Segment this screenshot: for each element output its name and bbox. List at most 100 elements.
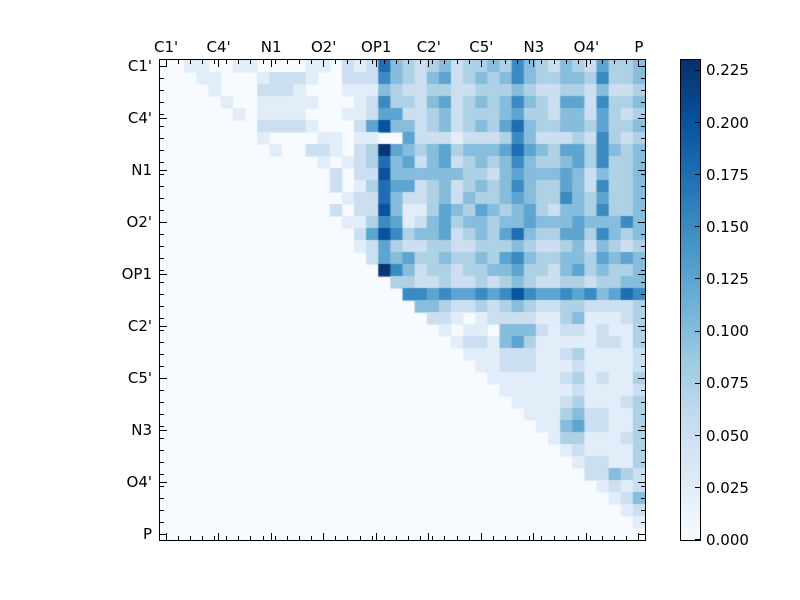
y-tick-label: C2': [127, 317, 152, 335]
tick-mark: [589, 59, 591, 64]
tick-mark: [218, 59, 220, 67]
tick-mark: [640, 89, 645, 91]
tick-mark: [640, 389, 645, 391]
tick-mark: [375, 59, 377, 67]
tick-mark: [159, 353, 164, 355]
tick-mark: [214, 535, 216, 540]
x-tick-label: O2': [310, 38, 337, 56]
tick-mark: [201, 535, 203, 540]
tick-mark: [159, 521, 164, 523]
tick-mark: [640, 161, 645, 163]
colorbar-tick-mark: [694, 487, 700, 489]
tick-mark: [553, 59, 555, 64]
tick-mark: [159, 113, 164, 115]
tick-mark: [626, 535, 628, 540]
tick-mark: [585, 59, 587, 67]
tick-mark: [640, 437, 645, 439]
tick-mark: [637, 65, 645, 67]
tick-mark: [159, 377, 167, 379]
x-tick-label: C5': [469, 38, 494, 56]
tick-mark: [165, 59, 167, 67]
colorbar-tick-label: 0.125: [706, 270, 749, 289]
tick-mark: [640, 173, 645, 175]
tick-mark: [637, 117, 645, 119]
tick-mark: [159, 137, 164, 139]
tick-mark: [159, 509, 164, 511]
tick-mark: [359, 535, 361, 540]
tick-mark: [159, 365, 164, 367]
tick-mark: [159, 293, 164, 295]
tick-mark: [159, 305, 164, 307]
tick-mark: [159, 89, 164, 91]
tick-mark: [359, 59, 361, 64]
colorbar-tick-label: 0.150: [706, 217, 749, 236]
tick-mark: [270, 532, 272, 540]
tick-mark: [640, 509, 645, 511]
colorbar-tick-label: 0.000: [706, 531, 749, 549]
tick-mark: [159, 449, 164, 451]
tick-mark: [226, 59, 228, 64]
tick-mark: [533, 532, 535, 540]
tick-mark: [585, 532, 587, 540]
tick-mark: [637, 377, 645, 379]
tick-mark: [529, 59, 531, 64]
tick-mark: [238, 535, 240, 540]
colorbar-tick-mark: [694, 434, 700, 436]
y-tick-label: N1: [131, 161, 152, 179]
tick-mark: [159, 233, 164, 235]
tick-mark: [159, 65, 167, 67]
tick-mark: [159, 485, 164, 487]
tick-mark: [159, 481, 167, 483]
colorbar-tick-mark: [694, 174, 700, 176]
tick-mark: [159, 497, 164, 499]
tick-mark: [335, 59, 337, 64]
tick-mark: [159, 161, 164, 163]
tick-mark: [492, 535, 494, 540]
tick-mark: [159, 413, 164, 415]
colorbar-tick-label: 0.200: [706, 113, 749, 132]
tick-mark: [637, 221, 645, 223]
tick-mark: [159, 101, 164, 103]
tick-mark: [589, 535, 591, 540]
tick-mark: [640, 113, 645, 115]
tick-mark: [640, 185, 645, 187]
tick-mark: [286, 535, 288, 540]
tick-mark: [262, 535, 264, 540]
colorbar-tick-mark: [694, 278, 700, 280]
tick-mark: [505, 59, 507, 64]
colorbar-tick-label: 0.175: [706, 165, 749, 184]
tick-mark: [159, 473, 164, 475]
tick-mark: [371, 535, 373, 540]
tick-mark: [640, 137, 645, 139]
tick-mark: [640, 341, 645, 343]
tick-mark: [640, 449, 645, 451]
tick-mark: [428, 59, 430, 67]
tick-mark: [274, 59, 276, 64]
colorbar-tick-mark: [694, 330, 700, 332]
tick-mark: [159, 437, 164, 439]
tick-mark: [189, 535, 191, 540]
tick-mark: [638, 532, 640, 540]
tick-mark: [375, 532, 377, 540]
tick-mark: [444, 535, 446, 540]
tick-mark: [383, 59, 385, 64]
tick-mark: [640, 233, 645, 235]
tick-mark: [159, 197, 164, 199]
tick-mark: [480, 59, 482, 67]
tick-mark: [637, 273, 645, 275]
colorbar-tick-label: 0.050: [706, 426, 749, 445]
tick-mark: [159, 185, 164, 187]
tick-mark: [159, 401, 164, 403]
y-tick-label: O2': [126, 213, 152, 231]
tick-mark: [640, 257, 645, 259]
tick-mark: [201, 59, 203, 64]
colorbar-tick-mark: [694, 121, 700, 123]
tick-mark: [640, 485, 645, 487]
colorbar: [679, 58, 701, 541]
tick-mark: [159, 281, 164, 283]
tick-mark: [420, 535, 422, 540]
tick-mark: [626, 59, 628, 64]
tick-mark: [517, 59, 519, 64]
tick-mark: [614, 535, 616, 540]
plot-area: [158, 58, 646, 541]
